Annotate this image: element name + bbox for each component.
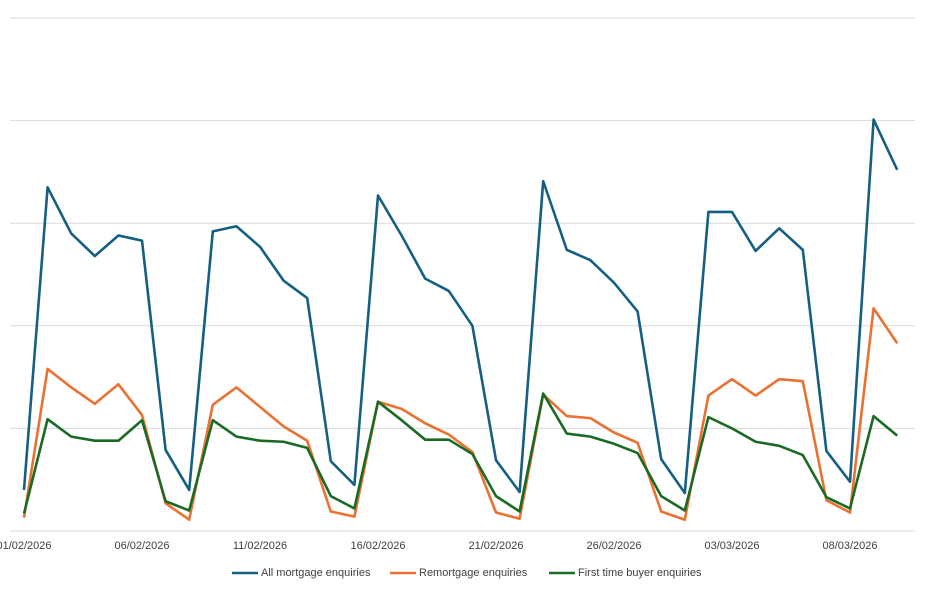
- x-tick-label: 06/02/2026: [114, 540, 169, 552]
- x-tick-label: 03/03/2026: [704, 540, 759, 552]
- x-tick-label: 21/02/2026: [468, 540, 523, 552]
- series-line: [22, 392, 899, 514]
- series-line: [22, 118, 899, 495]
- x-tick-label: 01/02/2026: [0, 540, 52, 552]
- series-line: [22, 307, 899, 522]
- x-tick-label: 11/02/2026: [233, 540, 287, 552]
- x-tick-label: 08/03/2026: [822, 540, 877, 552]
- legend-label: All mortgage enquiries: [261, 567, 371, 579]
- legend-label: Remortgage enquiries: [419, 567, 528, 579]
- x-tick-label: 16/02/2026: [350, 540, 405, 552]
- legend-label: First time buyer enquiries: [578, 567, 702, 579]
- x-tick-label: 26/02/2026: [586, 540, 641, 552]
